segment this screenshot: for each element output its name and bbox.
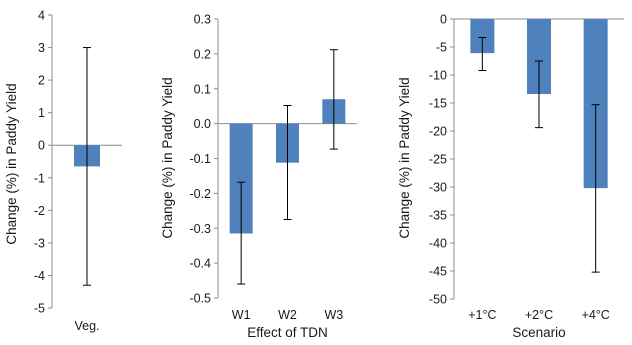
y-axis-title: Change (%) in Paddy Yield: [4, 83, 19, 244]
y-tick-label: -2: [34, 204, 45, 218]
y-tick-label: -4: [34, 269, 45, 283]
y-tick-label: 2: [38, 74, 45, 88]
category-label: W2: [278, 308, 297, 322]
y-tick-label: -40: [429, 237, 447, 251]
y-tick-label: 3: [38, 41, 45, 55]
y-tick-label: 0: [440, 13, 447, 27]
y-tick-label: -30: [429, 181, 447, 195]
y-tick-label: -35: [429, 209, 447, 223]
y-tick-label: 4: [38, 9, 45, 23]
y-tick-label: -0.5: [189, 292, 211, 306]
category-label: +2°C: [525, 308, 553, 322]
category-label: +1°C: [468, 308, 496, 322]
chart-panel-2: 0.3 0.2 0.1 0.0 -0.1 -0.2 -0.3 -0.4 -0.5 W1 W2 W3 Ch…: [160, 13, 357, 340]
y-tick-label: 0.0: [194, 117, 211, 131]
y-tick-label: 0.2: [194, 47, 211, 61]
y-tick-label: -0.2: [189, 187, 211, 201]
chart-panel-3: 0 -5 -10 -15 -20 -25 -30 -35 -40 -45 -50 +1°C +2°C +4…: [397, 13, 624, 340]
category-label: W3: [324, 308, 343, 322]
y-axis-title: Change (%) in Paddy Yield: [397, 77, 412, 238]
y-tick-label: -5: [34, 302, 45, 316]
y-tick-label: 0: [38, 139, 45, 153]
y-tick-label: -25: [429, 153, 447, 167]
y-tick-label: -20: [429, 125, 447, 139]
x-axis-title: Scenario: [512, 325, 565, 340]
chart-panel-1: 4 3 2 1 0 -1 -2 -3 -4 -5 Veg. Change (%) in Paddy Y…: [4, 9, 122, 333]
y-tick-label: 0.3: [194, 13, 211, 27]
y-tick-label: -50: [429, 293, 447, 307]
category-label: +4°C: [582, 308, 610, 322]
bar-w1: [229, 123, 253, 234]
y-tick-label: -0.3: [189, 222, 211, 236]
y-tick-label: 0.1: [194, 82, 211, 96]
y-tick-label: -0.1: [189, 152, 211, 166]
category-label: Veg.: [74, 319, 99, 333]
y-tick-label: -1: [34, 171, 45, 185]
y-tick-label: -3: [34, 236, 45, 250]
y-tick-label: -0.4: [189, 257, 211, 271]
y-tick-label: -45: [429, 265, 447, 279]
category-label: W1: [232, 308, 251, 322]
x-axis-title: Effect of TDN: [247, 325, 328, 340]
y-tick-label: 1: [38, 106, 45, 120]
y-axis-title: Change (%) in Paddy Yield: [160, 77, 175, 238]
y-tick-label: -15: [429, 97, 447, 111]
y-tick-label: -5: [436, 41, 447, 55]
y-tick-label: -10: [429, 69, 447, 83]
